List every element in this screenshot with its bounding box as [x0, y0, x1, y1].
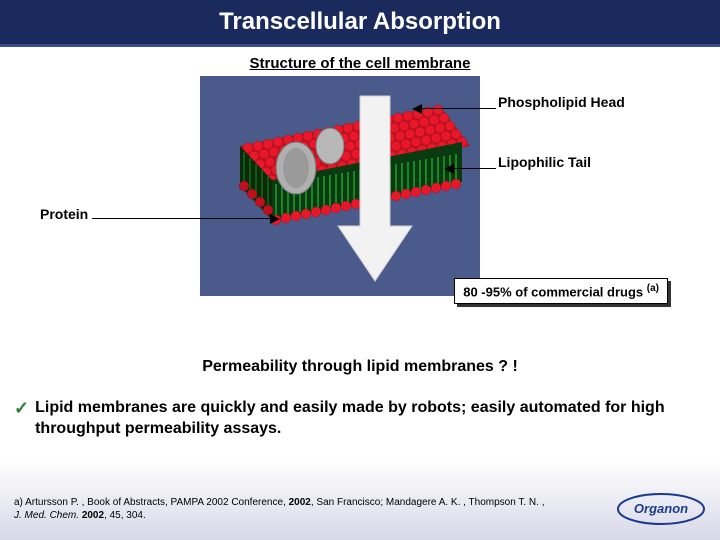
label-line-tail — [452, 168, 496, 169]
membrane-diagram: Phospholipid Head Lipophilic Tail Protei… — [0, 76, 720, 316]
page-title: Transcellular Absorption — [0, 0, 720, 47]
label-lipophilic-tail: Lipophilic Tail — [498, 154, 591, 170]
bullet-text: Lipid membranes are quickly and easily m… — [35, 398, 706, 440]
callout-drugs: 80 -95% of commercial drugs (a) — [454, 278, 668, 304]
callout-text: 80 -95% of commercial drugs — [463, 284, 643, 299]
label-line-protein — [92, 218, 272, 219]
membrane-illustration — [200, 76, 480, 296]
footnote: a) Artursson P. , Book of Abstracts, PAM… — [14, 496, 554, 522]
subtitle: Structure of the cell membrane — [0, 55, 720, 72]
label-line-head — [420, 108, 496, 109]
callout-sup: (a) — [647, 283, 659, 294]
arrowhead-icon — [270, 214, 280, 224]
arrowhead-icon — [444, 164, 454, 174]
check-icon: ✓ — [14, 398, 29, 420]
bullet-row: ✓ Lipid membranes are quickly and easily… — [14, 398, 706, 440]
question-text: Permeability through lipid membranes ? ! — [0, 358, 720, 376]
logo-text: Organon — [634, 501, 688, 516]
label-protein: Protein — [40, 206, 88, 222]
organon-logo: Organon — [616, 492, 706, 526]
arrowhead-icon — [412, 104, 422, 114]
label-phospholipid-head: Phospholipid Head — [498, 94, 625, 110]
